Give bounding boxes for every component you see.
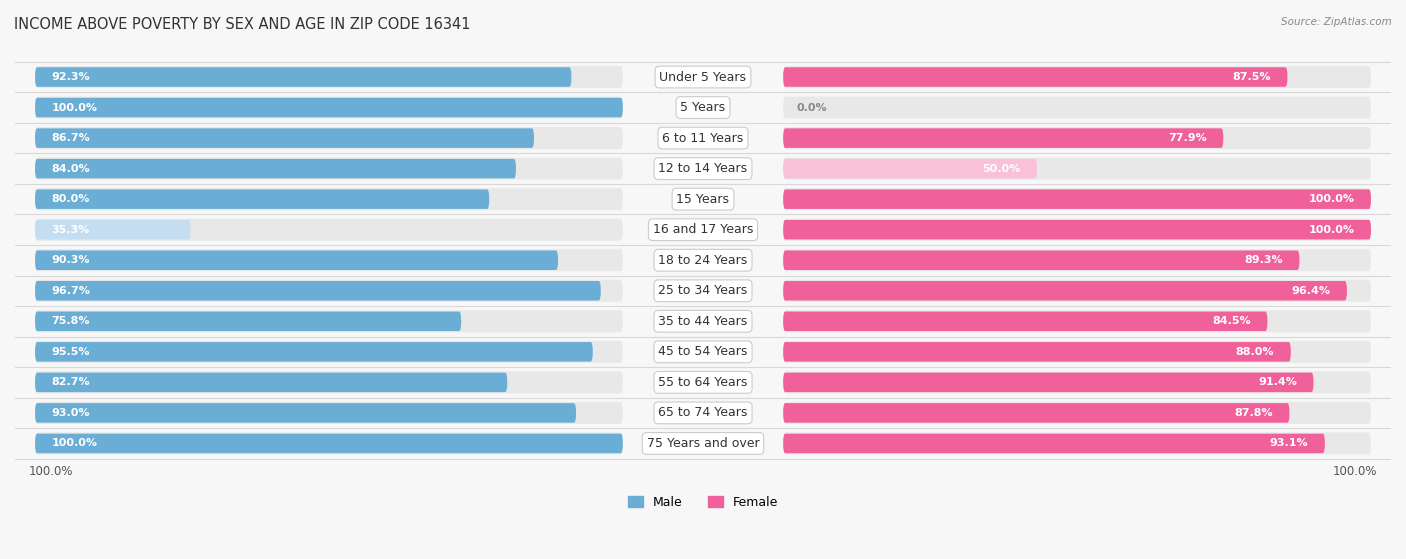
FancyBboxPatch shape xyxy=(35,158,623,179)
Text: 18 to 24 Years: 18 to 24 Years xyxy=(658,254,748,267)
Text: 35 to 44 Years: 35 to 44 Years xyxy=(658,315,748,328)
Text: 95.5%: 95.5% xyxy=(52,347,90,357)
Text: 82.7%: 82.7% xyxy=(52,377,90,387)
FancyBboxPatch shape xyxy=(35,67,571,87)
FancyBboxPatch shape xyxy=(783,403,1289,423)
Text: 15 Years: 15 Years xyxy=(676,193,730,206)
Text: 65 to 74 Years: 65 to 74 Years xyxy=(658,406,748,419)
Text: 100.0%: 100.0% xyxy=(1308,194,1354,204)
FancyBboxPatch shape xyxy=(783,341,1371,363)
FancyBboxPatch shape xyxy=(35,159,516,178)
FancyBboxPatch shape xyxy=(783,159,1038,178)
Text: 90.3%: 90.3% xyxy=(52,255,90,265)
FancyBboxPatch shape xyxy=(783,311,1267,331)
FancyBboxPatch shape xyxy=(35,250,558,270)
FancyBboxPatch shape xyxy=(783,342,1291,362)
FancyBboxPatch shape xyxy=(35,281,600,301)
Text: 55 to 64 Years: 55 to 64 Years xyxy=(658,376,748,389)
Text: 91.4%: 91.4% xyxy=(1258,377,1296,387)
FancyBboxPatch shape xyxy=(783,402,1371,424)
Text: 96.4%: 96.4% xyxy=(1291,286,1330,296)
FancyBboxPatch shape xyxy=(35,97,623,119)
Text: 100.0%: 100.0% xyxy=(1308,225,1354,235)
FancyBboxPatch shape xyxy=(783,220,1371,239)
FancyBboxPatch shape xyxy=(35,311,461,331)
FancyBboxPatch shape xyxy=(783,249,1371,271)
FancyBboxPatch shape xyxy=(35,280,623,302)
FancyBboxPatch shape xyxy=(35,127,623,149)
Text: Source: ZipAtlas.com: Source: ZipAtlas.com xyxy=(1281,17,1392,27)
Text: 5 Years: 5 Years xyxy=(681,101,725,114)
FancyBboxPatch shape xyxy=(783,310,1371,332)
Text: 0.0%: 0.0% xyxy=(797,102,827,112)
FancyBboxPatch shape xyxy=(783,373,1313,392)
FancyBboxPatch shape xyxy=(783,250,1299,270)
Text: 16 and 17 Years: 16 and 17 Years xyxy=(652,223,754,236)
FancyBboxPatch shape xyxy=(35,434,623,453)
FancyBboxPatch shape xyxy=(35,341,623,363)
FancyBboxPatch shape xyxy=(35,188,623,210)
FancyBboxPatch shape xyxy=(35,66,623,88)
Text: 100.0%: 100.0% xyxy=(28,466,73,479)
FancyBboxPatch shape xyxy=(783,190,1371,209)
FancyBboxPatch shape xyxy=(783,433,1371,454)
Text: 87.5%: 87.5% xyxy=(1232,72,1271,82)
Text: 12 to 14 Years: 12 to 14 Years xyxy=(658,162,748,175)
FancyBboxPatch shape xyxy=(35,402,623,424)
FancyBboxPatch shape xyxy=(35,373,508,392)
Text: 35.3%: 35.3% xyxy=(52,225,90,235)
FancyBboxPatch shape xyxy=(783,127,1371,149)
Text: 100.0%: 100.0% xyxy=(52,102,98,112)
Text: 93.0%: 93.0% xyxy=(52,408,90,418)
FancyBboxPatch shape xyxy=(35,98,623,117)
FancyBboxPatch shape xyxy=(783,434,1324,453)
Text: 45 to 54 Years: 45 to 54 Years xyxy=(658,345,748,358)
FancyBboxPatch shape xyxy=(783,67,1288,87)
Text: 89.3%: 89.3% xyxy=(1244,255,1282,265)
FancyBboxPatch shape xyxy=(35,129,534,148)
FancyBboxPatch shape xyxy=(35,342,593,362)
Text: 75.8%: 75.8% xyxy=(52,316,90,326)
Text: 84.0%: 84.0% xyxy=(52,164,90,174)
FancyBboxPatch shape xyxy=(783,97,1371,119)
Text: 6 to 11 Years: 6 to 11 Years xyxy=(662,131,744,145)
FancyBboxPatch shape xyxy=(35,190,489,209)
Text: 80.0%: 80.0% xyxy=(52,194,90,204)
Text: 50.0%: 50.0% xyxy=(981,164,1021,174)
Text: INCOME ABOVE POVERTY BY SEX AND AGE IN ZIP CODE 16341: INCOME ABOVE POVERTY BY SEX AND AGE IN Z… xyxy=(14,17,471,32)
FancyBboxPatch shape xyxy=(783,129,1223,148)
FancyBboxPatch shape xyxy=(783,281,1347,301)
FancyBboxPatch shape xyxy=(783,371,1371,394)
Text: 100.0%: 100.0% xyxy=(1333,466,1378,479)
Text: 96.7%: 96.7% xyxy=(52,286,90,296)
FancyBboxPatch shape xyxy=(783,158,1371,179)
Text: Under 5 Years: Under 5 Years xyxy=(659,70,747,83)
Text: 84.5%: 84.5% xyxy=(1212,316,1251,326)
Text: 93.1%: 93.1% xyxy=(1270,438,1308,448)
FancyBboxPatch shape xyxy=(783,66,1371,88)
Text: 100.0%: 100.0% xyxy=(52,438,98,448)
Text: 75 Years and over: 75 Years and over xyxy=(647,437,759,450)
Text: 87.8%: 87.8% xyxy=(1234,408,1272,418)
FancyBboxPatch shape xyxy=(35,220,191,239)
FancyBboxPatch shape xyxy=(35,371,623,394)
FancyBboxPatch shape xyxy=(35,310,623,332)
Text: 86.7%: 86.7% xyxy=(52,133,90,143)
Text: 92.3%: 92.3% xyxy=(52,72,90,82)
Text: 25 to 34 Years: 25 to 34 Years xyxy=(658,285,748,297)
FancyBboxPatch shape xyxy=(783,219,1371,241)
FancyBboxPatch shape xyxy=(783,280,1371,302)
FancyBboxPatch shape xyxy=(35,403,576,423)
Legend: Male, Female: Male, Female xyxy=(623,491,783,514)
FancyBboxPatch shape xyxy=(35,433,623,454)
FancyBboxPatch shape xyxy=(35,249,623,271)
FancyBboxPatch shape xyxy=(35,219,623,241)
Text: 77.9%: 77.9% xyxy=(1168,133,1206,143)
FancyBboxPatch shape xyxy=(783,188,1371,210)
Text: 88.0%: 88.0% xyxy=(1236,347,1274,357)
